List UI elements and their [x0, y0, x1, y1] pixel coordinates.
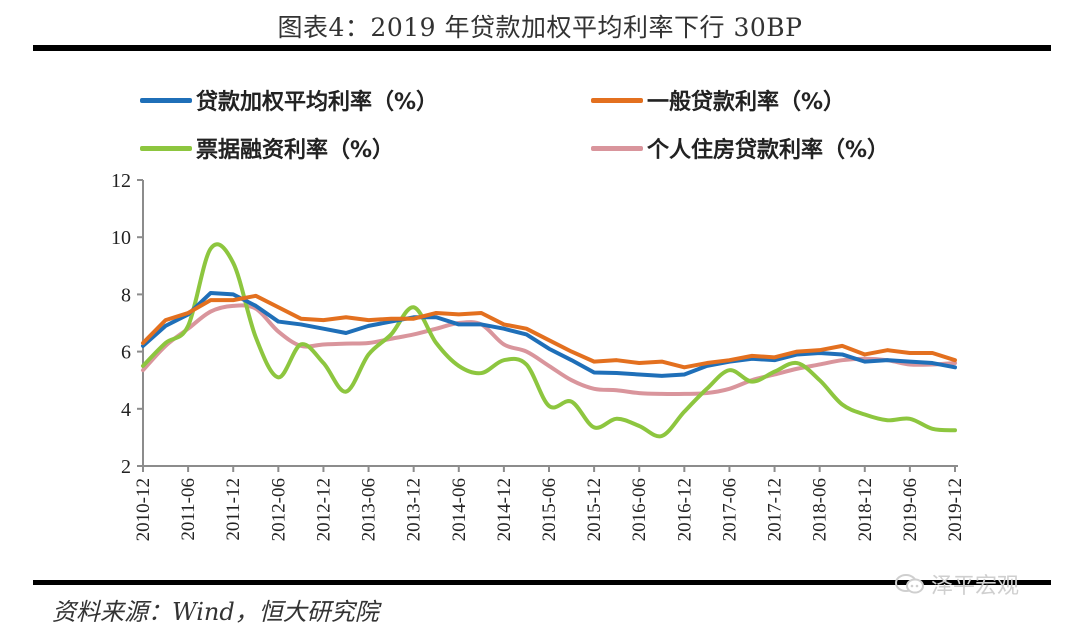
- legend-label-bill-financing: 票据融资利率（%）: [196, 138, 395, 163]
- x-tick-label: 2014-06: [449, 478, 470, 541]
- legend-swatch-weighted-avg: [140, 97, 192, 103]
- x-tick-label: 2010-12: [133, 478, 154, 541]
- y-tick-label: 10: [111, 227, 131, 249]
- legend-item-weighted-avg: 贷款加权平均利率（%）: [140, 84, 438, 116]
- legend-swatch-general-loan: [591, 97, 643, 103]
- y-tick-label: 6: [121, 342, 131, 364]
- legend-label-general-loan: 一般贷款利率（%）: [647, 90, 846, 115]
- legend-swatch-mortgage: [591, 145, 643, 151]
- x-tick-label: 2013-06: [359, 478, 380, 541]
- x-tick-label: 2011-06: [178, 478, 199, 541]
- x-tick-label: 2017-06: [719, 478, 740, 541]
- x-tick-label: 2012-06: [268, 478, 289, 541]
- legend-item-general-loan: 一般贷款利率（%）: [591, 84, 845, 116]
- wechat-icon: [895, 573, 925, 595]
- legend-item-mortgage: 个人住房贷款利率（%）: [591, 132, 889, 164]
- watermark-text: 泽平宏观: [931, 574, 1020, 599]
- series-line-general-loan: [141, 293, 957, 370]
- y-tick-label: 4: [121, 399, 131, 421]
- y-tick-label: 2: [121, 456, 131, 478]
- chart-title: 图表4：2019 年贷款加权平均利率下行 30BP: [277, 13, 803, 42]
- x-tick-label: 2012-12: [313, 478, 334, 541]
- footer-divider: [33, 580, 1051, 585]
- x-tick-label: 2015-06: [539, 478, 560, 541]
- y-tick-label: 12: [111, 170, 131, 192]
- legend-label-mortgage: 个人住房贷款利率（%）: [647, 138, 890, 163]
- x-tick-label: 2019-12: [945, 478, 966, 541]
- x-tick-label: 2019-06: [900, 478, 921, 541]
- x-tick-label: 2011-12: [223, 478, 244, 541]
- x-tick-label: 2016-06: [629, 478, 650, 541]
- x-tick-label: 2016-12: [674, 478, 695, 541]
- watermark: 泽平宏观: [895, 568, 1019, 600]
- legend-label-weighted-avg: 贷款加权平均利率（%）: [196, 90, 439, 115]
- x-tick-label: 2018-06: [810, 478, 831, 541]
- x-tick-label: 2013-12: [404, 478, 425, 541]
- legend-item-bill-financing: 票据融资利率（%）: [140, 132, 394, 164]
- x-tick-label: 2015-12: [584, 478, 605, 541]
- series-line-mortgage: [141, 303, 957, 397]
- x-tick-label: 2014-12: [494, 478, 515, 541]
- x-tick-label: 2017-12: [765, 478, 786, 541]
- series-line-weighted-avg: [141, 290, 957, 378]
- legend-swatch-bill-financing: [140, 145, 192, 151]
- y-tick-label: 8: [121, 284, 131, 306]
- series-line-bill-financing: [141, 242, 957, 439]
- x-tick-label: 2018-12: [855, 478, 876, 541]
- source-note: 资料来源：Wind，恒大研究院: [52, 598, 379, 626]
- title-divider: [33, 45, 1051, 51]
